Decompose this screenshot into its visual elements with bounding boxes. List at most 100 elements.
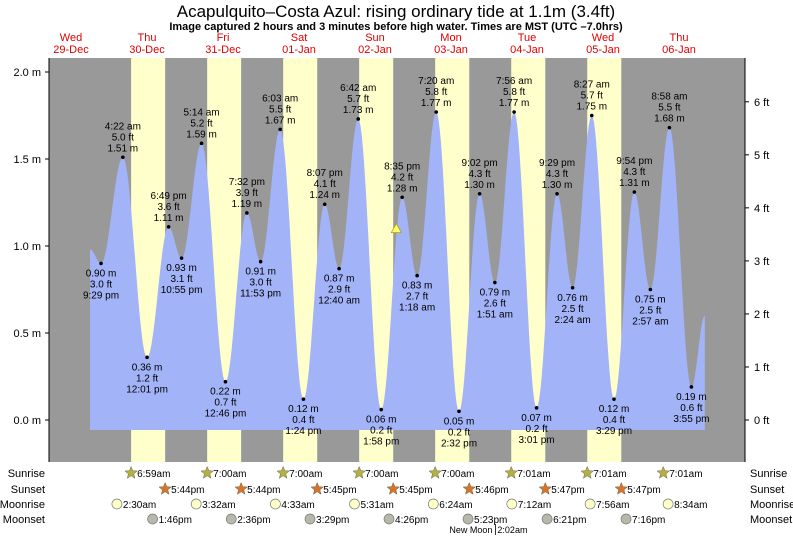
tide-height-m: 0.91 m <box>245 267 276 278</box>
tide-height-m: 0.06 m <box>366 415 397 426</box>
tide-time: 1:18 am <box>399 303 435 314</box>
tide-height-ft: 0.4 ft <box>292 415 314 426</box>
tide-height-m: 0.76 m <box>557 293 588 304</box>
moonrise-time: 3:32am <box>202 500 235 511</box>
day-label: Thu <box>670 32 689 44</box>
y-tick-label-ft: 1 ft <box>754 362 769 374</box>
sunset-time: 5:47pm <box>551 485 584 496</box>
tide-height-m: 1.68 m <box>654 114 685 125</box>
tide-point <box>278 127 282 132</box>
date-label: 06-Jan <box>662 44 696 56</box>
moonrise-icon <box>270 498 281 510</box>
moonset-row-label-left: Moonset <box>3 514 45 526</box>
chart-subtitle: Image captured 2 hours and 3 minutes bef… <box>169 21 623 33</box>
tide-time: 12:46 pm <box>205 409 247 420</box>
moonrise-row-label-left: Moonrise <box>0 499 45 511</box>
moonrise-icon <box>506 498 518 510</box>
sunrise-time: 7:00am <box>213 469 246 480</box>
day-label: Mon <box>440 32 461 44</box>
tide-height-m: 1.31 m <box>619 178 650 189</box>
tide-time: 8:58 am <box>651 92 687 103</box>
moonrise-time: 2:30am <box>123 500 156 511</box>
tide-height-m: 0.79 m <box>480 288 511 299</box>
tide-time: 7:20 am <box>418 76 454 87</box>
sunset-time: 5:45pm <box>399 485 432 496</box>
tide-height-ft: 0.2 ft <box>448 427 470 438</box>
tide-time: 3:29 pm <box>596 426 632 437</box>
sunrise-time: 6:59am <box>137 469 170 480</box>
y-tick-label-ft: 0 ft <box>754 415 769 427</box>
y-tick-label-ft: 3 ft <box>754 256 769 268</box>
tide-height-ft: 5.0 ft <box>112 132 134 143</box>
y-tick-label-ft: 4 ft <box>754 203 769 215</box>
moonset-icon <box>383 513 395 525</box>
sunrise-icon <box>200 465 214 479</box>
tide-height-m: 1.19 m <box>232 199 263 210</box>
date-label: 03-Jan <box>434 44 468 56</box>
tide-time: 9:29 pm <box>539 158 575 169</box>
sunset-icon <box>462 481 477 495</box>
sunrise-time: 7:00am <box>289 469 322 480</box>
tide-point <box>258 259 263 264</box>
y-tick-label-ft: 5 ft <box>754 150 769 162</box>
tide-height-m: 0.36 m <box>132 362 163 373</box>
moonrise-row-label-right: Moonrise <box>750 499 793 511</box>
tide-time: 1:24 pm <box>285 426 321 437</box>
moonset-icon <box>462 513 474 525</box>
tide-height-ft: 1.2 ft <box>136 373 158 384</box>
tide-point <box>457 409 461 414</box>
tide-height-ft: 3.1 ft <box>170 274 192 285</box>
tide-point <box>555 192 559 196</box>
tide-height-m: 0.93 m <box>166 263 197 274</box>
moonrise-time: 7:12am <box>518 500 551 511</box>
tide-time: 9:29 pm <box>83 290 119 301</box>
tide-point <box>612 397 616 401</box>
date-label: 31-Dec <box>205 44 241 56</box>
tide-time: 9:54 pm <box>616 156 652 167</box>
sunrise-row-label-left: Sunrise <box>8 468 45 480</box>
day-label: Wed <box>60 32 82 44</box>
sunset-time: 5:47pm <box>627 485 660 496</box>
date-label: 04-Jan <box>510 44 544 56</box>
tide-point <box>648 287 653 292</box>
day-label: Fri <box>217 32 230 44</box>
sunrise-icon <box>504 465 519 479</box>
tide-point <box>223 379 228 384</box>
tide-time: 3:55 pm <box>673 414 709 425</box>
sunrise-icon <box>276 465 290 479</box>
tide-time: 2:57 am <box>632 317 668 328</box>
tide-point <box>179 256 184 260</box>
tide-time: 5:14 am <box>183 107 219 118</box>
tide-point <box>570 285 575 290</box>
tide-time: 11:53 pm <box>240 289 281 300</box>
tide-height-m: 0.12 m <box>288 404 319 415</box>
tide-height-m: 0.83 m <box>402 281 433 292</box>
tide-height-m: 1.75 m <box>576 102 607 113</box>
moonrise-icon <box>111 498 123 510</box>
sunrise-time: 7:01am <box>669 469 702 480</box>
tide-height-ft: 3.0 ft <box>90 279 112 290</box>
tide-height-ft: 2.7 ft <box>406 292 428 303</box>
tide-point <box>245 211 249 215</box>
tide-height-m: 0.05 m <box>444 416 475 427</box>
astro-table: Sunrise Sunrise 6:59am 7:00am 7:00am 7:00am 7:… <box>0 465 793 535</box>
tide-point <box>534 406 539 410</box>
day-label: Sun <box>365 32 385 44</box>
tide-point <box>145 355 149 360</box>
tide-point <box>434 110 439 114</box>
tide-height-m: 1.28 m <box>387 183 418 194</box>
tide-height-ft: 5.7 ft <box>347 94 369 105</box>
tide-height-m: 1.77 m <box>421 98 452 109</box>
tide-time: 9:02 pm <box>462 158 498 169</box>
sunrise-time: 7:00am <box>365 469 398 480</box>
tide-time: 7:32 pm <box>229 177 265 188</box>
tide-point <box>199 141 204 146</box>
tide-curve <box>90 112 705 430</box>
tide-time: 1:58 pm <box>363 437 399 448</box>
tide-point <box>477 192 482 196</box>
moonrise-time: 6:24am <box>439 500 472 511</box>
day-label: Wed <box>592 32 614 44</box>
tide-point <box>512 110 516 114</box>
tide-height-ft: 0.2 ft <box>370 426 392 437</box>
sunrise-icon <box>124 465 138 479</box>
